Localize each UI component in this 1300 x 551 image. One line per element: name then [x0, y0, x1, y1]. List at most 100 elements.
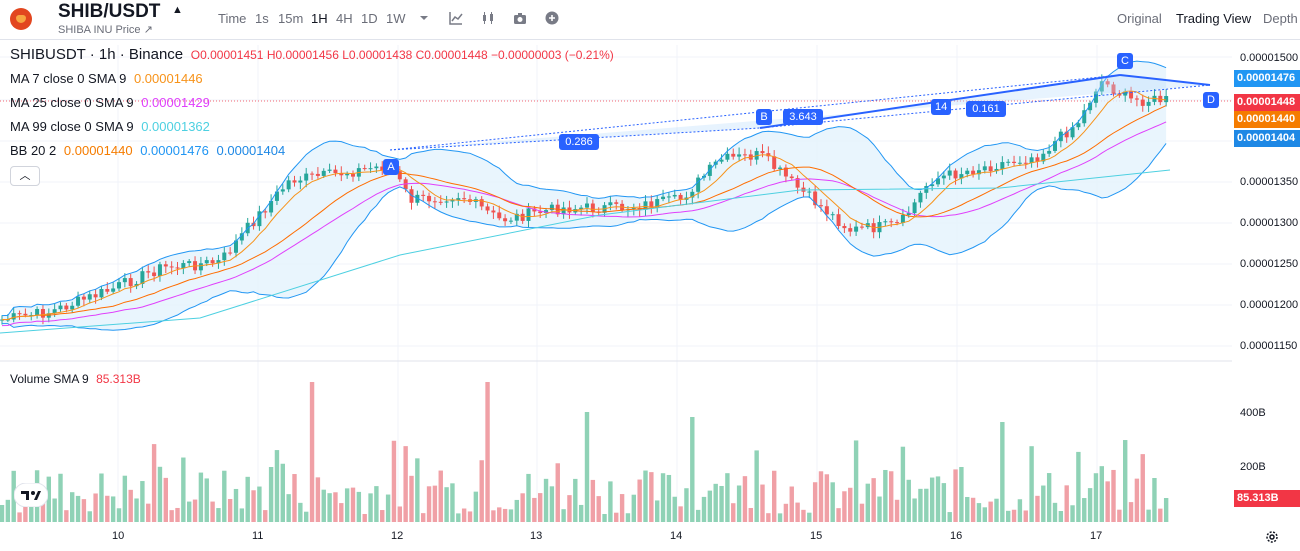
candle-body — [1000, 162, 1005, 169]
pattern-point-b[interactable]: B — [756, 109, 772, 125]
volume-bar — [216, 508, 221, 522]
view-depth[interactable]: Depth — [1263, 11, 1298, 26]
symbol-subtitle-link[interactable]: SHIBA INU Price ↗ — [58, 24, 153, 36]
volume-bar — [233, 488, 239, 522]
candle-type-icon[interactable] — [480, 10, 496, 26]
view-trading-view[interactable]: Trading View — [1176, 11, 1252, 26]
candle-body — [1047, 150, 1052, 154]
candle-body — [64, 305, 69, 310]
ma99-value: 0.00001362 — [141, 119, 210, 134]
ratio-label-bd[interactable]: 0.161 — [966, 101, 1006, 117]
candle-body — [1105, 81, 1110, 85]
ratio-label-ab[interactable]: 0.286 — [559, 134, 599, 150]
timeframe-1h[interactable]: 1H — [311, 11, 328, 26]
candle-body — [883, 221, 888, 223]
volume-bar — [339, 503, 344, 522]
volume-bar — [719, 485, 724, 522]
candle-body — [1064, 131, 1069, 138]
volume-bar — [777, 513, 783, 522]
candle-body — [140, 271, 145, 284]
candle-body — [930, 184, 935, 187]
candle-body — [1140, 99, 1145, 106]
volume-bar — [1006, 510, 1011, 522]
volume-label: Volume SMA 9 — [10, 372, 89, 386]
candle-body — [912, 202, 917, 214]
volume-bar — [637, 479, 642, 522]
candle-body — [397, 171, 402, 180]
volume-bar — [865, 483, 870, 522]
volume-bar — [1134, 478, 1140, 522]
candle-body — [1134, 98, 1139, 100]
candle-body — [842, 226, 847, 229]
candle-body — [462, 198, 467, 200]
volume-bar — [1123, 440, 1128, 522]
timeframe-1d[interactable]: 1D — [361, 11, 378, 26]
volume-bar — [116, 508, 122, 522]
timeframe-15m[interactable]: 15m — [278, 11, 304, 26]
volume-bar — [444, 487, 449, 522]
volume-bar — [1058, 511, 1064, 522]
pattern-point-a[interactable]: A — [383, 159, 399, 175]
timeframe-time[interactable]: Time — [218, 11, 247, 26]
price-axis-label: 0.00001350 — [1240, 176, 1299, 188]
indicators-icon[interactable] — [448, 10, 464, 26]
volume-bar — [508, 509, 514, 522]
volume-bar — [210, 501, 215, 522]
timeframe-4h[interactable]: 4H — [336, 11, 353, 26]
volume-bar — [29, 503, 34, 522]
volume-bar — [830, 482, 835, 522]
volume-bar — [1128, 502, 1134, 522]
candle-body — [368, 168, 373, 170]
volume-bar — [731, 503, 736, 522]
ratio-label-bc[interactable]: 3.643 — [783, 109, 823, 125]
pattern-point-c[interactable]: C — [1117, 53, 1133, 69]
volume-bar — [198, 472, 204, 522]
camera-icon[interactable] — [512, 10, 528, 26]
candle-body — [1146, 101, 1151, 106]
volume-bar — [374, 486, 379, 522]
volume-bar — [614, 512, 619, 522]
volume-bar — [450, 483, 455, 522]
volume-bar — [953, 469, 958, 522]
volume-bar — [742, 476, 748, 522]
volume-bar — [128, 489, 133, 522]
shiba-logo-icon — [10, 8, 32, 30]
legend-collapse-button[interactable]: ︿ — [10, 166, 40, 186]
chevron-down-icon[interactable] — [416, 10, 432, 26]
timeframe-1w[interactable]: 1W — [386, 11, 406, 26]
pattern-point-d[interactable]: D — [1203, 92, 1219, 108]
candle-body — [1082, 110, 1087, 124]
add-icon[interactable] — [544, 10, 560, 26]
volume-bar — [695, 509, 701, 522]
bb-upper-price-tag: 0.00001476 — [1234, 70, 1300, 87]
candle-body — [175, 267, 180, 269]
volume-bar — [1017, 499, 1023, 522]
candle-body — [696, 177, 701, 192]
volume-bar — [110, 496, 116, 522]
view-original[interactable]: Original — [1117, 11, 1162, 26]
volume-bar — [672, 496, 677, 522]
volume-bar — [590, 479, 596, 522]
volume-bar — [17, 512, 22, 522]
candle-body — [169, 266, 174, 268]
time-axis-label: 11 — [252, 530, 264, 542]
volume-bar — [994, 498, 999, 522]
candle-body — [152, 272, 157, 277]
volume-bar — [602, 513, 607, 522]
candle-body — [1164, 96, 1169, 103]
volume-bar — [929, 477, 935, 522]
candle-body — [1129, 91, 1134, 99]
volume-bar — [403, 446, 408, 522]
ratio-label-cd[interactable]: 14 — [931, 99, 952, 115]
volume-bar — [239, 508, 245, 522]
symbol-title[interactable]: SHIB/USDT — [58, 1, 161, 22]
caret-up-icon[interactable]: ▲ — [172, 4, 183, 16]
candle-body — [327, 169, 332, 171]
candlestick-series — [0, 74, 1169, 325]
volume-bar — [169, 510, 174, 522]
settings-gear-icon[interactable] — [1264, 529, 1280, 545]
timeframe-1s[interactable]: 1s — [255, 11, 269, 26]
candle-body — [87, 294, 92, 300]
bb-upper-value: 0.00001476 — [140, 143, 209, 158]
